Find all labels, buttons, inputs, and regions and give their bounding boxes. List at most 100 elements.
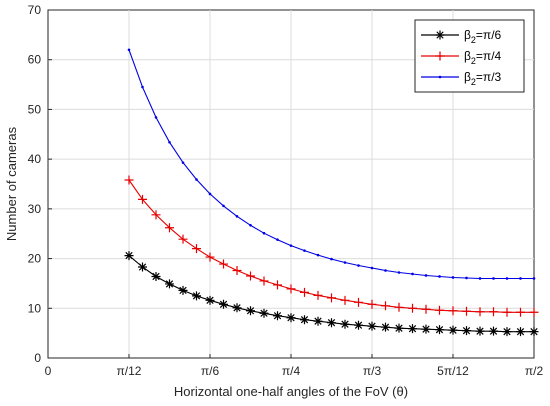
data-point-asterisk [381, 322, 390, 332]
x-tick-label: π/2 [525, 364, 544, 378]
data-point-asterisk [502, 327, 512, 337]
data-point-asterisk [219, 299, 228, 309]
data-point-plus [151, 210, 161, 220]
data-point-plus [516, 307, 525, 317]
data-point-dot [451, 276, 455, 279]
y-tick-label: 20 [28, 252, 42, 266]
data-point-dot [181, 161, 185, 164]
data-point-dot [208, 192, 212, 196]
data-point-asterisk [178, 285, 188, 295]
legend: β2=π/6 β2=π/4 β2=π/3 [414, 19, 525, 93]
legend-label: β2=π/6 [464, 28, 502, 45]
data-point-asterisk [313, 316, 323, 326]
data-point-dot [249, 223, 252, 227]
data-point-dot [370, 266, 374, 270]
data-point-asterisk [192, 291, 201, 301]
data-point-asterisk [408, 324, 417, 334]
data-point-asterisk [300, 315, 309, 325]
data-point-dot [411, 272, 414, 276]
data-point-dot [154, 116, 158, 119]
data-point-dot [141, 85, 144, 89]
data-point-dot [276, 238, 279, 241]
data-point-plus [259, 276, 269, 286]
data-point-plus [367, 299, 377, 309]
data-point-plus [408, 303, 417, 313]
y-tick-label: 70 [28, 3, 42, 17]
data-point-dot [127, 48, 131, 52]
data-point-asterisk [516, 327, 525, 337]
data-point-asterisk [286, 313, 296, 323]
data-point-dot [262, 231, 266, 235]
data-point-plus [381, 301, 390, 311]
data-point-dot [519, 277, 522, 280]
tick-labels: 0 π/12 π/6 π/4 π/3 5π/12 π/2 0 10 20 30 40 50 60 70 [28, 3, 544, 378]
data-point-dot [343, 261, 347, 264]
data-point-plus [475, 307, 485, 317]
data-point-dot [303, 249, 306, 252]
data-point-plus [300, 287, 309, 297]
series-3 [127, 48, 536, 280]
data-point-asterisk [259, 308, 269, 318]
data-point-plus [421, 304, 431, 314]
data-point-dot [505, 277, 509, 280]
data-point-asterisk [475, 326, 485, 336]
data-point-plus [340, 295, 350, 305]
series-1 [124, 251, 539, 337]
data-point-plus [435, 51, 445, 61]
data-point-asterisk [246, 306, 255, 316]
data-point-plus [448, 306, 458, 316]
data-point-plus [489, 307, 498, 317]
data-point-plus [462, 306, 471, 316]
data-point-dot [357, 264, 360, 267]
data-point-dot [492, 277, 495, 280]
data-point-asterisk [205, 295, 215, 305]
data-point-dot [532, 277, 536, 280]
data-point-dot [478, 277, 482, 280]
data-point-plus [138, 194, 147, 204]
data-point-asterisk [273, 311, 282, 321]
data-point-plus [394, 302, 404, 312]
legend-label: β2=π/4 [464, 49, 502, 66]
data-point-dot [168, 140, 171, 144]
data-point-asterisk [367, 321, 377, 331]
data-point-asterisk [124, 251, 134, 261]
legend-label: β2=π/3 [464, 70, 502, 87]
data-point-asterisk [529, 327, 539, 337]
y-tick-label: 60 [28, 53, 42, 67]
data-point-dot [222, 204, 225, 208]
data-point-plus [327, 293, 336, 303]
data-point-asterisk [327, 318, 336, 328]
data-point-plus [178, 234, 188, 244]
x-tick-label: π/12 [117, 364, 142, 378]
series-layer [124, 48, 539, 337]
data-point-asterisk [421, 324, 431, 334]
y-tick-label: 10 [28, 301, 42, 315]
data-point-dot [235, 215, 239, 218]
data-point-dot [195, 178, 198, 181]
legend-entry-1: β2=π/6 [421, 28, 502, 45]
data-point-dot [438, 75, 442, 79]
data-point-plus [246, 271, 255, 281]
x-tick-label: 0 [45, 364, 52, 378]
series-2 [124, 175, 539, 317]
legend-entry-2: β2=π/4 [421, 49, 502, 66]
x-tick-label: π/4 [282, 364, 301, 378]
data-point-dot [424, 274, 428, 277]
y-axis-title: Number of cameras [4, 126, 19, 241]
data-point-plus [354, 297, 363, 307]
data-point-plus [435, 305, 444, 315]
data-point-dot [465, 276, 468, 280]
data-point-dot [289, 244, 293, 247]
data-point-asterisk [394, 323, 404, 333]
data-point-dot [397, 271, 401, 274]
data-point-plus [313, 290, 323, 300]
data-point-plus [219, 259, 228, 269]
data-point-plus [165, 223, 174, 233]
data-point-plus [273, 280, 282, 290]
data-point-dot [330, 257, 333, 261]
data-point-asterisk [138, 262, 147, 272]
x-tick-label: 5π/12 [437, 364, 469, 378]
data-point-plus [192, 244, 201, 254]
data-point-plus [502, 307, 512, 317]
